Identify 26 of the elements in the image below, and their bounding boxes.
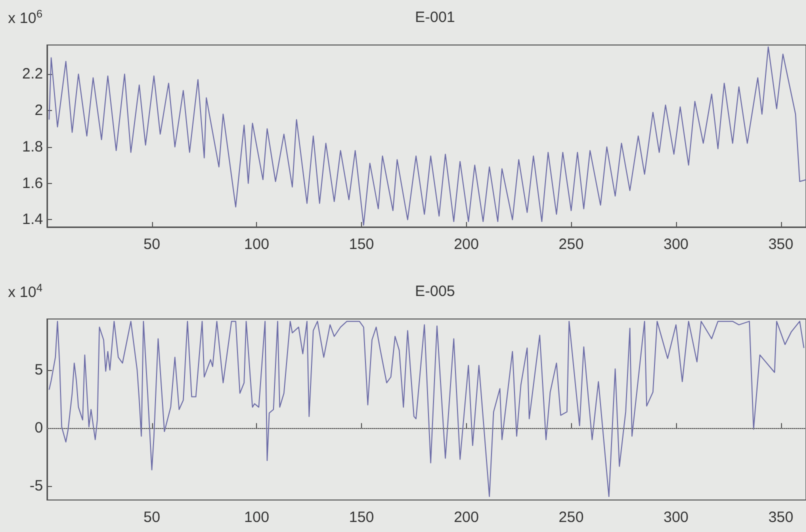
x-tick-label: 350	[768, 236, 794, 253]
y-tick-label: 0	[34, 420, 43, 437]
x-tick-label: 250	[558, 236, 584, 253]
line-series	[48, 46, 806, 226]
x-tick-label: 350	[768, 509, 794, 526]
x-tick-label: 200	[454, 236, 479, 253]
x-tick-label: 200	[454, 509, 479, 526]
y-tick-label: 2	[34, 102, 43, 120]
x-tick-label: 250	[558, 509, 584, 526]
y-tick-label: 1.8	[22, 138, 43, 156]
x-tick-label: 300	[663, 509, 689, 526]
line-series	[48, 320, 804, 498]
y-tick-label: 1.4	[22, 211, 43, 228]
x-tick-label: 150	[348, 236, 374, 253]
chart-title: E-001	[414, 9, 456, 26]
x-tick-label: 50	[143, 236, 160, 253]
x-tick-label: 50	[143, 509, 160, 526]
chart-title: E-005	[414, 283, 456, 300]
x-tick-label: 100	[244, 509, 270, 526]
x-tick-label: 100	[244, 236, 270, 253]
y-tick-label: -5	[30, 478, 43, 495]
y-tick-label: 5	[34, 362, 43, 379]
x-tick-label: 150	[348, 509, 374, 526]
y-tick-label: 1.6	[22, 174, 43, 192]
y-tick-label: 2.2	[22, 66, 43, 83]
x-tick-label: 300	[663, 236, 689, 253]
